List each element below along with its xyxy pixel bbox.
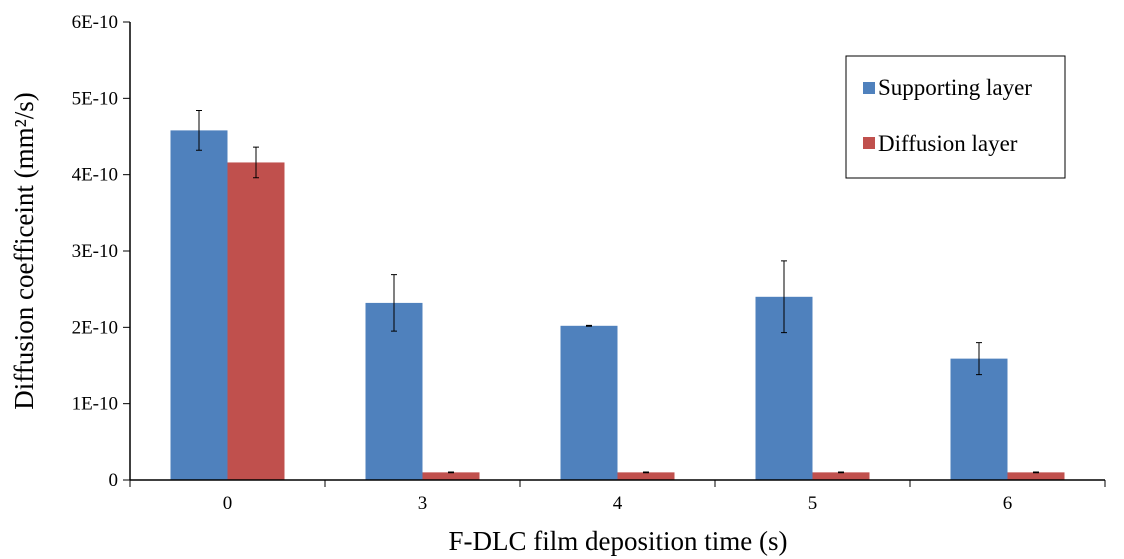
error-bars xyxy=(196,110,1039,474)
legend-swatch-diffusion-layer xyxy=(863,137,875,149)
legend: Supporting layer Diffusion layer xyxy=(845,55,1066,179)
error-bar-diffusion-layer-5 xyxy=(838,471,844,474)
error-bar-supporting-layer-0 xyxy=(196,110,202,151)
bars xyxy=(170,130,1065,481)
y-tick-label: 6E-10 xyxy=(72,12,118,33)
bar-diffusion-layer-3 xyxy=(422,472,480,480)
legend-label-supporting-layer: Supporting layer xyxy=(878,75,1032,100)
y-tick-label: 4E-10 xyxy=(72,165,118,186)
legend-box xyxy=(845,55,1066,179)
x-tick-label: 0 xyxy=(223,493,233,514)
x-axis-ticks: 0 3 4 5 6 xyxy=(129,480,1106,514)
bar-supporting-layer-4 xyxy=(560,325,618,480)
error-bar-diffusion-layer-4 xyxy=(643,471,649,474)
bar-diffusion-layer-5 xyxy=(812,472,870,480)
bar-supporting-layer-6 xyxy=(950,358,1008,480)
y-tick-label: 0 xyxy=(109,470,119,491)
y-tick-label: 1E-10 xyxy=(72,394,118,415)
error-bar-supporting-layer-5 xyxy=(781,260,787,334)
error-bar-supporting-layer-6 xyxy=(976,342,982,376)
x-tick-label: 4 xyxy=(613,493,623,514)
x-tick-label: 5 xyxy=(808,493,818,514)
x-tick-label: 3 xyxy=(418,493,428,514)
legend-label-diffusion-layer: Diffusion layer xyxy=(878,131,1018,156)
error-bar-supporting-layer-3 xyxy=(391,274,397,332)
error-bar-diffusion-layer-3 xyxy=(448,471,454,474)
error-bar-diffusion-layer-0 xyxy=(253,146,259,179)
error-bar-diffusion-layer-6 xyxy=(1033,471,1039,474)
bar-diffusion-layer-0 xyxy=(227,162,285,480)
bar-diffusion-layer-6 xyxy=(1007,472,1065,480)
x-tick-label: 6 xyxy=(1003,493,1013,514)
y-axis-ticks: 0 1E-10 2E-10 3E-10 4E-10 5E-10 6E-10 xyxy=(72,12,130,491)
legend-swatch-supporting-layer xyxy=(863,82,875,94)
bar-supporting-layer-0 xyxy=(170,130,228,481)
y-tick-label: 2E-10 xyxy=(72,317,118,338)
bar-supporting-layer-3 xyxy=(365,302,423,480)
error-bar-supporting-layer-4 xyxy=(586,324,592,327)
y-axis-title: Diffusion coefficeint (mm²/s) xyxy=(9,92,39,410)
bar-diffusion-layer-4 xyxy=(617,472,675,480)
y-tick-label: 5E-10 xyxy=(72,88,118,109)
y-tick-label: 3E-10 xyxy=(72,241,118,262)
x-axis-title: F-DLC film deposition time (s) xyxy=(449,526,788,556)
